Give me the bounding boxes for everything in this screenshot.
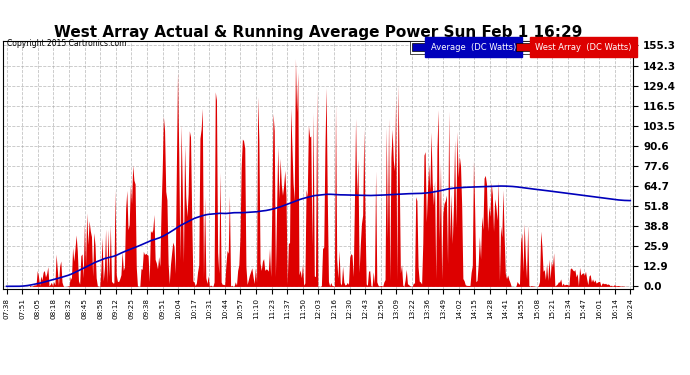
Title: West Array Actual & Running Average Power Sun Feb 1 16:29: West Array Actual & Running Average Powe… [55, 25, 582, 40]
Legend: Average  (DC Watts), West Array  (DC Watts): Average (DC Watts), West Array (DC Watts… [410, 41, 633, 54]
Text: Copyright 2015 Cartronics.com: Copyright 2015 Cartronics.com [7, 39, 126, 48]
